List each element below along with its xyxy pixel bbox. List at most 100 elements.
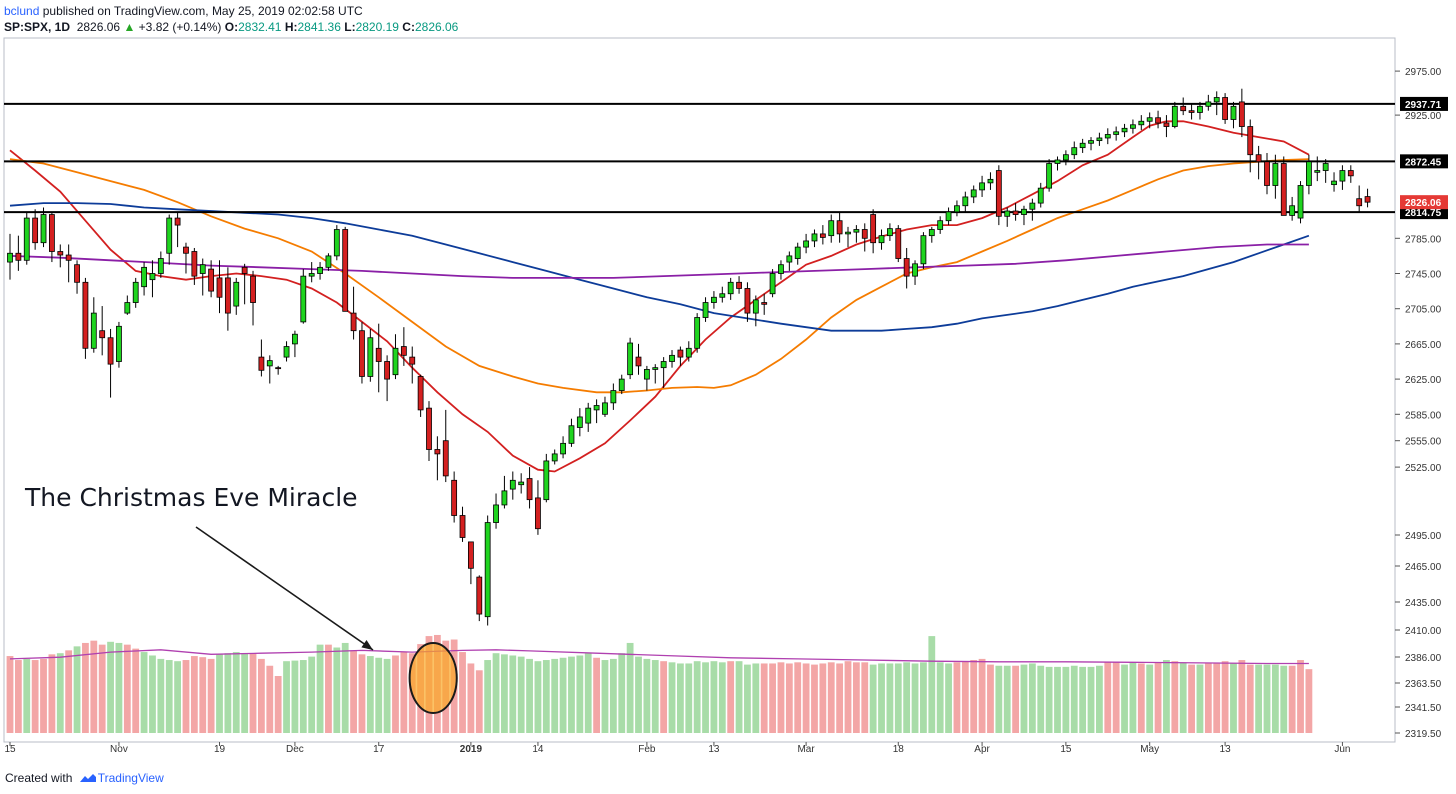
candle xyxy=(602,396,608,417)
candle xyxy=(367,328,374,382)
volume-bar xyxy=(165,660,173,733)
chart-pane-border xyxy=(3,37,1396,743)
candle-body xyxy=(602,402,608,415)
candle-body xyxy=(903,258,910,277)
volume-bar xyxy=(366,656,374,733)
volume-bar xyxy=(48,654,56,733)
candle xyxy=(32,209,39,250)
time-axis-label: Mar xyxy=(797,744,815,755)
volume-bar xyxy=(920,662,927,733)
candle-body xyxy=(1255,154,1262,163)
candle-body xyxy=(945,211,952,222)
candle xyxy=(82,277,89,359)
candle xyxy=(434,436,441,481)
candle xyxy=(635,343,642,375)
candle-body xyxy=(677,349,684,358)
annotation-text-layer: The Christmas Eve Miracle xyxy=(24,483,374,651)
volume-bar xyxy=(501,654,508,733)
volume-bar xyxy=(467,663,475,733)
candle-body xyxy=(786,255,793,263)
candle xyxy=(1347,165,1354,183)
candle-body xyxy=(400,346,407,356)
candle xyxy=(1096,132,1103,146)
volume-bar xyxy=(1154,662,1162,733)
price-axis-label: 2585.00 xyxy=(1405,410,1442,421)
volume-bar xyxy=(400,652,408,733)
author-name[interactable]: bclund xyxy=(4,4,40,18)
candle-body xyxy=(1079,142,1086,149)
price-level-tag xyxy=(1400,96,1448,111)
candle-body xyxy=(1146,117,1153,122)
volume-bar xyxy=(1062,666,1070,733)
volume-bar xyxy=(375,657,383,733)
volume-bar xyxy=(987,664,994,733)
volume-bar xyxy=(509,655,517,733)
candle xyxy=(954,200,960,217)
candle xyxy=(1364,188,1371,208)
volume-bar xyxy=(149,655,156,733)
candle-body xyxy=(1306,161,1312,186)
candle xyxy=(618,374,625,395)
candle-body xyxy=(484,522,491,618)
candle-body xyxy=(208,268,215,292)
candle xyxy=(669,350,675,368)
candle xyxy=(426,401,432,461)
candle xyxy=(945,207,952,226)
volume-bar xyxy=(568,656,575,733)
volume-bar xyxy=(978,658,986,733)
candle-body xyxy=(736,281,742,289)
volume-bar xyxy=(115,642,123,733)
candle xyxy=(300,269,307,324)
volume-bar xyxy=(232,652,240,733)
candle-body xyxy=(40,214,47,244)
candle xyxy=(794,242,801,265)
volume-bar xyxy=(794,662,802,733)
price-change: +3.82 (+0.14%) xyxy=(138,20,222,34)
candle xyxy=(836,211,843,243)
candle xyxy=(987,172,994,190)
price-axis-label: 2465.00 xyxy=(1405,562,1442,573)
volume-bar xyxy=(383,658,391,733)
price-level-tag-label: 2814.75 xyxy=(1405,208,1442,219)
candle-body xyxy=(912,263,918,277)
volume-bar xyxy=(190,656,198,733)
candle xyxy=(224,267,231,331)
volume-bar xyxy=(123,644,131,733)
price-axis-label: 2525.00 xyxy=(1405,463,1442,474)
volume-bar xyxy=(517,656,525,733)
candle-body xyxy=(509,479,516,490)
time-axis[interactable]: 15 Nov 19 Dec 17 2019 14 Feb 13 Mar 18 Apr 15 May 13 Ju… xyxy=(4,742,1350,755)
volume-bar xyxy=(40,658,47,733)
candle-body xyxy=(99,330,106,339)
volume-moving-average-line xyxy=(9,649,1309,665)
candle-body xyxy=(233,281,240,307)
candle-body xyxy=(384,361,391,380)
tradingview-link[interactable]: TradingView xyxy=(97,771,164,785)
candle-body xyxy=(1113,131,1120,135)
symbol-label[interactable]: SP:SPX, 1D xyxy=(4,20,71,34)
price-axis[interactable]: 2975.00 2925.00 2745.00 2705.00 2665.00 2625.… xyxy=(1395,67,1448,740)
candle-body xyxy=(1004,210,1011,217)
candle xyxy=(1272,154,1279,199)
candle xyxy=(1113,126,1120,141)
created-with-label: Created with xyxy=(5,771,73,785)
price-axis-label: 2386.00 xyxy=(1405,653,1442,664)
candle-body xyxy=(853,229,860,233)
candle-body xyxy=(1356,198,1363,207)
candle xyxy=(1138,115,1145,131)
candle xyxy=(928,226,935,243)
candle-body xyxy=(1280,163,1287,216)
candle xyxy=(870,209,877,254)
candle-body xyxy=(275,367,282,370)
price-level-tag xyxy=(1400,154,1448,169)
volume-bar xyxy=(1020,664,1028,733)
candle xyxy=(1180,97,1187,116)
candle xyxy=(643,365,650,391)
candle-body xyxy=(476,576,483,615)
candle xyxy=(1037,182,1044,208)
candle-body xyxy=(711,296,717,303)
volume-bar xyxy=(542,660,550,733)
volume-bar xyxy=(643,658,651,733)
annotation-text: The Christmas Eve Miracle xyxy=(24,483,358,512)
